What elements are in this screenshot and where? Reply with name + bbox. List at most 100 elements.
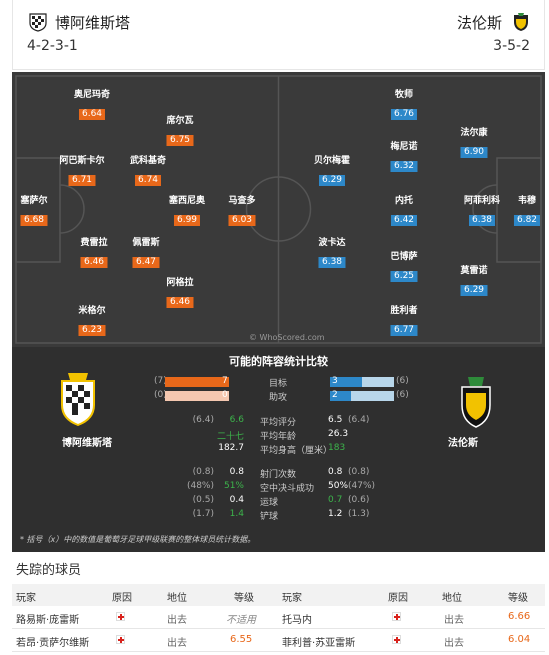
home-player-rating: 不适用 <box>226 615 256 626</box>
stat-away-value: 0.8 <box>328 467 343 477</box>
away-player[interactable]: 胜利者 6.77 <box>390 306 418 336</box>
stat-away-league-avg: (6.4) <box>348 415 370 425</box>
away-player[interactable]: 波卡达 6.38 <box>318 238 346 268</box>
bar-home-league-avg: (0) <box>154 390 167 400</box>
away-player[interactable]: 巴博萨 6.25 <box>390 252 418 282</box>
player-name: 韦穆 <box>517 196 537 206</box>
home-player-name[interactable]: 若昂·贡萨尔维斯 <box>16 638 90 649</box>
home-player[interactable]: 马查多 6.03 <box>228 196 256 226</box>
home-player-status: 出去 <box>167 615 187 626</box>
away-player[interactable]: 内托 6.42 <box>390 196 418 226</box>
injury-icon <box>116 635 125 644</box>
home-player[interactable]: 席尔瓦 6.75 <box>166 116 194 146</box>
away-player[interactable]: 法尔康 6.90 <box>460 128 488 158</box>
player-rating: 6.23 <box>78 325 106 336</box>
stat-away-value: 50% <box>328 481 349 491</box>
home-player-name[interactable]: 路易斯·庞雷斯 <box>16 615 80 626</box>
lineup-stats-comparison: 可能的阵容统计比较 博阿维斯塔 法伦斯 (7) 7 目标 3 (6) (0) 0 助攻 2 (6)… <box>12 347 545 552</box>
bar-away-fill <box>330 391 352 401</box>
bar-away-league-avg: (6) <box>396 390 409 400</box>
away-team-name[interactable]: 法伦斯 <box>456 14 502 32</box>
bar-home-fill <box>165 377 229 387</box>
home-player[interactable]: 武科基奇 6.74 <box>130 156 166 186</box>
pitch-lines <box>15 75 542 344</box>
col-status: 地位 <box>167 593 187 604</box>
away-player[interactable]: 牧师 6.76 <box>390 90 418 120</box>
player-name: 费雷拉 <box>80 238 108 248</box>
away-player-name[interactable]: 托马内 <box>282 615 312 626</box>
player-name: 武科基奇 <box>129 156 167 166</box>
home-player[interactable]: 米格尔 6.23 <box>78 306 106 336</box>
home-player[interactable]: 阿巴斯卡尔 6.71 <box>59 156 105 186</box>
player-name: 贝尔梅霍 <box>313 156 351 166</box>
bar-home-track <box>165 391 229 401</box>
stat-home-league-avg: (0.5) <box>192 495 214 505</box>
player-rating: 6.77 <box>390 325 418 336</box>
stat-away-league-avg: (0.6) <box>348 495 370 505</box>
missing-player-row: 若昂·贡萨尔维斯 出去 6.55 菲利普·苏亚雷斯 出去 6.04 <box>12 629 545 652</box>
away-player[interactable]: 韦穆 6.82 <box>513 196 541 226</box>
stat-label: 空中决斗成功 <box>260 484 315 494</box>
injury-icon <box>392 635 401 644</box>
player-rating: 6.42 <box>390 215 418 226</box>
match-header: 博阿维斯塔 4-2-3-1 法伦斯 3-5-2 <box>12 0 545 70</box>
stat-label: 平均年龄 <box>260 432 297 442</box>
home-player[interactable]: 阿格拉 6.46 <box>166 278 194 308</box>
farense-crest-icon <box>514 13 528 31</box>
player-rating: 6.38 <box>318 257 346 268</box>
away-player-name[interactable]: 菲利普·苏亚雷斯 <box>282 638 356 649</box>
away-player[interactable]: 梅尼诺 6.32 <box>390 142 418 172</box>
col-player: 玩家 <box>16 593 36 604</box>
stat-away-value: 26.3 <box>328 429 349 439</box>
player-rating: 6.90 <box>460 147 488 158</box>
stat-label: 运球 <box>260 498 279 508</box>
home-player[interactable]: 塞萨尔 6.68 <box>20 196 48 226</box>
player-name: 米格尔 <box>78 306 106 316</box>
stat-away-league-avg: (0.8) <box>348 467 370 477</box>
stat-label: 平均身高（厘米） <box>260 446 333 456</box>
home-player[interactable]: 奥尼玛奇 6.64 <box>74 90 110 120</box>
stats-title: 可能的阵容统计比较 <box>229 355 328 368</box>
stat-home-league-avg: (1.7) <box>192 509 214 519</box>
col-rating-away: 等级 <box>508 593 528 604</box>
away-player[interactable]: 贝尔梅霍 6.29 <box>314 156 350 186</box>
away-player[interactable]: 莫雷诺 6.29 <box>460 266 488 296</box>
player-rating: 6.03 <box>228 215 256 226</box>
stat-home-league-avg: (48%) <box>186 481 214 491</box>
player-rating: 6.68 <box>20 215 48 226</box>
boavista-large-crest-icon <box>61 373 95 427</box>
stat-away-league-avg: (1.3) <box>348 509 370 519</box>
stat-home-value: 1.4 <box>229 509 244 519</box>
stat-away-value: 183 <box>328 443 346 453</box>
player-name: 席尔瓦 <box>166 116 194 126</box>
stat-label: 射门次数 <box>260 470 297 480</box>
home-team-name[interactable]: 博阿维斯塔 <box>55 14 131 32</box>
bar-away-track <box>330 391 394 401</box>
stat-home-value: 二十七 <box>216 432 244 442</box>
stat-away-value: 1.2 <box>328 509 343 519</box>
stat-home-value: 0.4 <box>229 495 244 505</box>
bar-home-value: 0 <box>222 390 228 400</box>
stats-home-team-name: 博阿维斯塔 <box>62 438 112 449</box>
home-player[interactable]: 佩雷斯 6.47 <box>132 238 160 268</box>
stat-home-value: 51% <box>223 481 244 491</box>
player-rating: 6.75 <box>166 135 194 146</box>
lineup-pitch: 奥尼玛奇 6.64 席尔瓦 6.75 阿巴斯卡尔 6.71 武科基奇 6.74 塞萨尔 6.68 塞… <box>12 72 545 347</box>
away-player-status: 出去 <box>444 638 464 649</box>
player-rating: 6.29 <box>318 175 346 186</box>
home-formation: 4-2-3-1 <box>27 38 78 54</box>
stat-away-league-avg: (47%) <box>348 481 376 491</box>
away-player[interactable]: 阿菲利科 6.38 <box>464 196 500 226</box>
stat-away-value: 6.5 <box>328 415 343 425</box>
stats-away-team-name: 法伦斯 <box>448 438 478 449</box>
home-player[interactable]: 费雷拉 6.46 <box>80 238 108 268</box>
home-player[interactable]: 塞西尼奥 6.99 <box>169 196 205 226</box>
col-rating: 等级 <box>234 593 254 604</box>
col-reason: 原因 <box>112 593 132 604</box>
bar-label: 助攻 <box>269 393 288 403</box>
bar-away-fill <box>330 377 362 387</box>
player-rating: 6.76 <box>390 109 418 120</box>
player-name: 巴博萨 <box>390 252 418 262</box>
col-player-away: 玩家 <box>282 593 302 604</box>
player-name: 法尔康 <box>460 128 488 138</box>
